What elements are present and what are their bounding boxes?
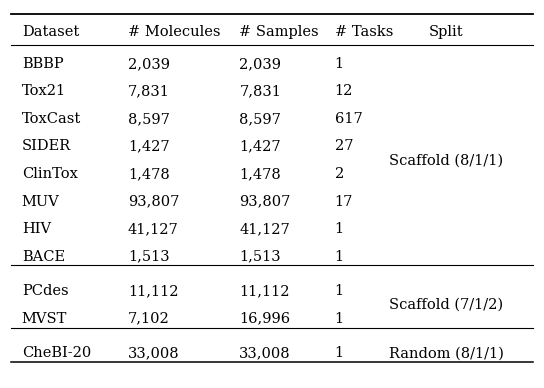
Text: MVST: MVST [22, 312, 67, 326]
Text: Split: Split [429, 25, 463, 39]
Text: 1: 1 [335, 284, 344, 298]
Text: 2: 2 [335, 167, 344, 181]
Text: 2,039: 2,039 [128, 57, 170, 71]
Text: 1,513: 1,513 [239, 249, 281, 264]
Text: 33,008: 33,008 [128, 346, 180, 360]
Text: # Tasks: # Tasks [335, 25, 393, 39]
Text: 617: 617 [335, 112, 362, 126]
Text: 8,597: 8,597 [128, 112, 170, 126]
Text: PCdes: PCdes [22, 284, 69, 298]
Text: 17: 17 [335, 194, 353, 209]
Text: 1: 1 [335, 346, 344, 360]
Text: Scaffold (7/1/2): Scaffold (7/1/2) [389, 298, 503, 312]
Text: 11,112: 11,112 [128, 284, 178, 298]
Text: 1: 1 [335, 249, 344, 264]
Text: 41,127: 41,127 [239, 222, 290, 236]
Text: 93,807: 93,807 [239, 194, 290, 209]
Text: 1,513: 1,513 [128, 249, 170, 264]
Text: 33,008: 33,008 [239, 346, 291, 360]
Text: 41,127: 41,127 [128, 222, 178, 236]
Text: 12: 12 [335, 84, 353, 99]
Text: CheBI-20: CheBI-20 [22, 346, 91, 360]
Text: SIDER: SIDER [22, 139, 71, 154]
Text: ToxCast: ToxCast [22, 112, 81, 126]
Text: 8,597: 8,597 [239, 112, 281, 126]
Text: Tox21: Tox21 [22, 84, 66, 99]
Text: 1,478: 1,478 [239, 167, 281, 181]
Text: 7,102: 7,102 [128, 312, 170, 326]
Text: MUV: MUV [22, 194, 59, 209]
Text: # Samples: # Samples [239, 25, 319, 39]
Text: 1: 1 [335, 57, 344, 71]
Text: 16,996: 16,996 [239, 312, 290, 326]
Text: 1,427: 1,427 [239, 139, 281, 154]
Text: # Molecules: # Molecules [128, 25, 220, 39]
Text: BACE: BACE [22, 249, 65, 264]
Text: 93,807: 93,807 [128, 194, 179, 209]
Text: Dataset: Dataset [22, 25, 79, 39]
Text: HIV: HIV [22, 222, 51, 236]
Text: 2,039: 2,039 [239, 57, 281, 71]
Text: 1,427: 1,427 [128, 139, 170, 154]
Text: 1: 1 [335, 312, 344, 326]
Text: Scaffold (8/1/1): Scaffold (8/1/1) [389, 153, 503, 167]
Text: 7,831: 7,831 [128, 84, 170, 99]
Text: 1: 1 [335, 222, 344, 236]
Text: 1,478: 1,478 [128, 167, 170, 181]
Text: 27: 27 [335, 139, 353, 154]
Text: Random (8/1/1): Random (8/1/1) [388, 346, 504, 360]
Text: 7,831: 7,831 [239, 84, 281, 99]
Text: BBBP: BBBP [22, 57, 64, 71]
Text: ClinTox: ClinTox [22, 167, 78, 181]
Text: 11,112: 11,112 [239, 284, 290, 298]
